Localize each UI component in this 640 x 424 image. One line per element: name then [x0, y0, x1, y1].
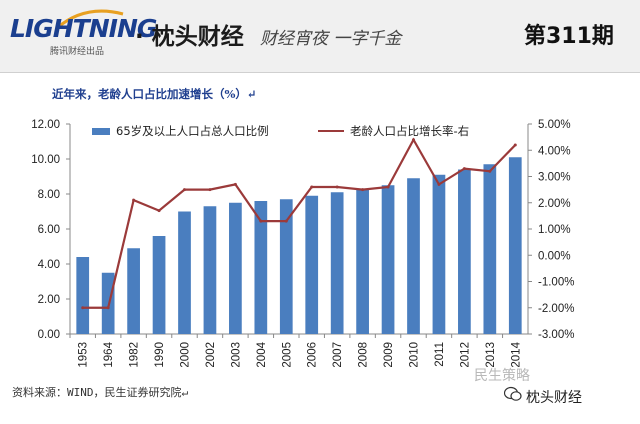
right-tick-label: 2.00% — [538, 198, 571, 210]
line-point — [284, 219, 288, 223]
issue-number: 第311期 — [524, 24, 614, 49]
lightning-logo: LIGHTNING — [10, 14, 157, 43]
swoosh-logo-icon — [56, 9, 124, 30]
left-tick-label: 6.00 — [38, 224, 60, 236]
bar — [508, 157, 522, 334]
header-banner: LIGHTNING 腾讯财经出品 · 枕头财经 财经宵夜 一字千金 第311期 — [0, 0, 640, 73]
x-tick-label: 2012 — [459, 342, 471, 368]
line-point — [437, 182, 441, 186]
bar — [458, 169, 471, 334]
bar — [254, 201, 268, 334]
bar — [356, 188, 369, 334]
x-tick-label: 1990 — [154, 342, 166, 368]
line-point — [259, 219, 263, 223]
right-tick-label: -1.00% — [538, 277, 574, 289]
bar — [76, 257, 90, 334]
right-tick-label: -2.00% — [538, 303, 574, 315]
x-tick-label: 1953 — [78, 342, 90, 368]
line-point — [462, 167, 466, 171]
wechat-icon — [504, 386, 522, 401]
bar — [305, 195, 319, 334]
right-tick-label: 4.00% — [538, 145, 571, 157]
watermark-minsheng: 民生策略 — [474, 368, 530, 384]
line-point — [106, 306, 110, 310]
line-point — [208, 188, 212, 192]
bar — [152, 236, 166, 334]
right-tick-label: 3.00% — [538, 172, 571, 184]
legend-line-label: 老龄人口占比增长率-右 — [350, 124, 469, 138]
right-tick-label: 5.00% — [538, 119, 571, 131]
left-tick-label: 4.00 — [38, 259, 60, 271]
x-tick-label: 1982 — [129, 342, 141, 368]
legend-bar-swatch — [92, 128, 110, 135]
growth-rate-line — [82, 137, 517, 309]
line-point — [132, 198, 136, 202]
watermark-brand: 枕头财经 — [526, 390, 582, 406]
x-tick-label: 2013 — [485, 342, 497, 368]
bar — [178, 211, 191, 334]
line-point — [335, 185, 339, 189]
bar — [330, 192, 344, 334]
bar — [483, 164, 497, 334]
line-point — [361, 188, 365, 192]
bar — [229, 202, 242, 334]
slogan: 财经宵夜 一字千金 — [260, 29, 402, 49]
right-tick-label: 1.00% — [538, 224, 571, 236]
line-point — [157, 209, 161, 213]
x-tick-label: 2002 — [205, 342, 217, 368]
line-point — [310, 185, 314, 189]
source-note: 资料来源：WIND，民生证券研究院↵ — [12, 386, 189, 399]
line-point — [488, 169, 492, 173]
line-point — [233, 182, 237, 186]
logo-subtitle: 腾讯财经出品 — [50, 47, 105, 57]
left-tick-label: 10.00 — [31, 154, 60, 166]
x-tick-label: 2005 — [281, 342, 293, 368]
x-tick-label: 2003 — [230, 342, 242, 368]
bar — [381, 185, 395, 334]
bar — [127, 248, 140, 334]
bar — [279, 199, 293, 334]
x-tick-label: 2014 — [510, 341, 522, 367]
bar — [407, 178, 420, 334]
line-point — [386, 185, 390, 189]
line-point — [81, 306, 85, 310]
line-point — [183, 188, 186, 192]
x-tick-label: 2007 — [332, 342, 344, 368]
x-tick-label: 1964 — [103, 341, 115, 367]
left-tick-label: 2.00 — [38, 294, 60, 306]
x-tick-label: 2004 — [256, 341, 268, 367]
aging-population-chart: 0.00 2.00 4.00 6.00 8.00 10.00 12.00 -3.00% -2.0… — [31, 119, 574, 368]
left-tick-label: 8.00 — [38, 189, 60, 201]
x-tick-label: 2000 — [180, 342, 192, 368]
brand-name: · 枕头财经 — [135, 24, 244, 50]
chart-caption: 近年来，老龄人口占比加速增长（%）↵ — [52, 87, 257, 101]
line-point — [513, 143, 517, 147]
x-tick-label: 2006 — [307, 342, 319, 368]
left-tick-label: 12.00 — [31, 119, 60, 131]
right-tick-label: -3.00% — [538, 329, 574, 341]
bar — [203, 206, 217, 334]
x-tick-label: 2010 — [409, 342, 421, 368]
left-tick-label: 0.00 — [38, 329, 60, 341]
x-tick-label: 2008 — [358, 342, 370, 368]
line-point — [412, 138, 415, 142]
right-tick-label: 0.00% — [538, 250, 571, 262]
legend-bar-label: 65岁及以上人口占总人口比例 — [116, 124, 269, 138]
x-tick-label: 2009 — [383, 342, 395, 368]
x-tick-label: 2011 — [434, 342, 446, 367]
bar — [432, 174, 446, 334]
